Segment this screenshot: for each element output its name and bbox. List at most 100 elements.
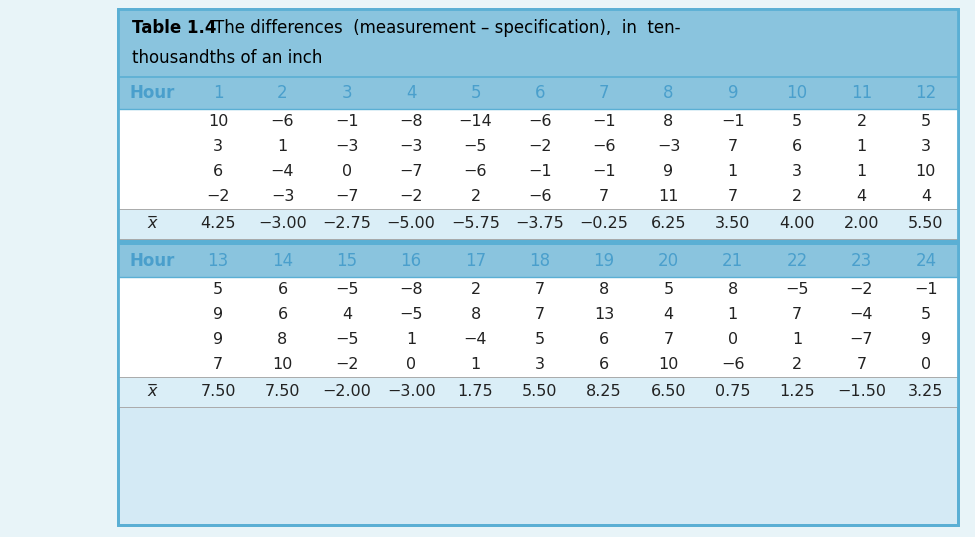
Bar <box>118 377 958 407</box>
Text: −14: −14 <box>458 114 492 129</box>
Bar <box>118 9 958 77</box>
Text: −1: −1 <box>593 164 616 179</box>
Bar <box>118 109 958 209</box>
Text: 8: 8 <box>663 114 674 129</box>
Text: 1.25: 1.25 <box>779 384 815 400</box>
Text: 3.25: 3.25 <box>908 384 944 400</box>
Text: 3: 3 <box>341 84 352 102</box>
Text: 4: 4 <box>406 84 416 102</box>
Text: −2.75: −2.75 <box>323 216 371 231</box>
Text: 6: 6 <box>278 282 288 297</box>
Text: 8.25: 8.25 <box>586 384 622 400</box>
Text: 9: 9 <box>920 332 931 347</box>
Text: −2: −2 <box>335 357 359 372</box>
Text: 0: 0 <box>407 357 416 372</box>
Text: −0.25: −0.25 <box>580 216 629 231</box>
Text: 17: 17 <box>465 252 487 270</box>
Text: 5: 5 <box>663 282 674 297</box>
Text: 7: 7 <box>534 282 545 297</box>
Text: 1: 1 <box>727 164 738 179</box>
Text: 5: 5 <box>470 84 481 102</box>
Text: 1.75: 1.75 <box>457 384 493 400</box>
Text: −5: −5 <box>464 139 488 154</box>
Text: 1: 1 <box>406 332 416 347</box>
Text: −6: −6 <box>593 139 616 154</box>
Text: 3.50: 3.50 <box>715 216 751 231</box>
Text: 7: 7 <box>599 189 609 204</box>
Text: 20: 20 <box>658 252 679 270</box>
Bar <box>118 209 958 239</box>
Text: 5: 5 <box>920 114 931 129</box>
Bar <box>118 245 958 277</box>
Text: 5: 5 <box>920 307 931 322</box>
Text: 2: 2 <box>792 189 802 204</box>
Text: −2: −2 <box>528 139 552 154</box>
Text: −6: −6 <box>528 189 552 204</box>
Text: 15: 15 <box>336 252 358 270</box>
Text: −8: −8 <box>400 114 423 129</box>
Text: −3.75: −3.75 <box>516 216 565 231</box>
Text: 2: 2 <box>792 357 802 372</box>
Text: −5: −5 <box>786 282 809 297</box>
Text: 9: 9 <box>663 164 674 179</box>
Text: Table 1.4: Table 1.4 <box>132 19 216 37</box>
Text: 2: 2 <box>856 114 867 129</box>
Text: 6: 6 <box>792 139 802 154</box>
Text: 6.50: 6.50 <box>650 384 686 400</box>
Text: 4.00: 4.00 <box>779 216 815 231</box>
Text: 7.50: 7.50 <box>201 384 236 400</box>
Text: 10: 10 <box>916 164 936 179</box>
Text: −7: −7 <box>400 164 423 179</box>
Text: −6: −6 <box>722 357 745 372</box>
Text: 4.25: 4.25 <box>201 216 236 231</box>
Text: 0: 0 <box>342 164 352 179</box>
Text: 9: 9 <box>727 84 738 102</box>
Text: 2: 2 <box>470 189 481 204</box>
Text: 9: 9 <box>214 332 223 347</box>
Text: −3.00: −3.00 <box>258 216 307 231</box>
Text: 11: 11 <box>658 189 679 204</box>
Text: −1: −1 <box>335 114 359 129</box>
Text: −3: −3 <box>657 139 681 154</box>
Text: 7: 7 <box>727 139 738 154</box>
Text: 13: 13 <box>594 307 614 322</box>
Text: 11: 11 <box>851 84 872 102</box>
Text: −6: −6 <box>464 164 488 179</box>
Text: 0: 0 <box>727 332 738 347</box>
Text: Hour: Hour <box>130 252 175 270</box>
Text: 7: 7 <box>856 357 867 372</box>
Text: 5: 5 <box>534 332 545 347</box>
Text: −2: −2 <box>850 282 874 297</box>
Text: 7: 7 <box>792 307 802 322</box>
Text: 8: 8 <box>599 282 609 297</box>
Text: −4: −4 <box>464 332 488 347</box>
Text: −3: −3 <box>335 139 359 154</box>
Text: −5: −5 <box>335 332 359 347</box>
Bar <box>118 77 958 109</box>
Text: −3: −3 <box>400 139 423 154</box>
Text: −3.00: −3.00 <box>387 384 436 400</box>
Bar <box>118 9 958 525</box>
Text: 0.75: 0.75 <box>715 384 751 400</box>
Text: 14: 14 <box>272 252 293 270</box>
Text: −1: −1 <box>528 164 552 179</box>
Text: x̅: x̅ <box>147 384 157 400</box>
Bar <box>118 239 958 245</box>
Text: −1: −1 <box>593 114 616 129</box>
Text: 7.50: 7.50 <box>265 384 300 400</box>
Text: 9: 9 <box>214 307 223 322</box>
Text: 8: 8 <box>277 332 288 347</box>
Text: 13: 13 <box>208 252 229 270</box>
Text: 7: 7 <box>214 357 223 372</box>
Text: thousandths of an inch: thousandths of an inch <box>132 49 323 67</box>
Text: 6.25: 6.25 <box>650 216 686 231</box>
Text: 1: 1 <box>792 332 802 347</box>
Text: 5: 5 <box>214 282 223 297</box>
Text: 23: 23 <box>851 252 872 270</box>
Text: −5: −5 <box>400 307 423 322</box>
Text: 6: 6 <box>599 332 609 347</box>
Text: 10: 10 <box>787 84 807 102</box>
Text: 6: 6 <box>278 307 288 322</box>
Text: 10: 10 <box>272 357 292 372</box>
Text: 7: 7 <box>727 189 738 204</box>
